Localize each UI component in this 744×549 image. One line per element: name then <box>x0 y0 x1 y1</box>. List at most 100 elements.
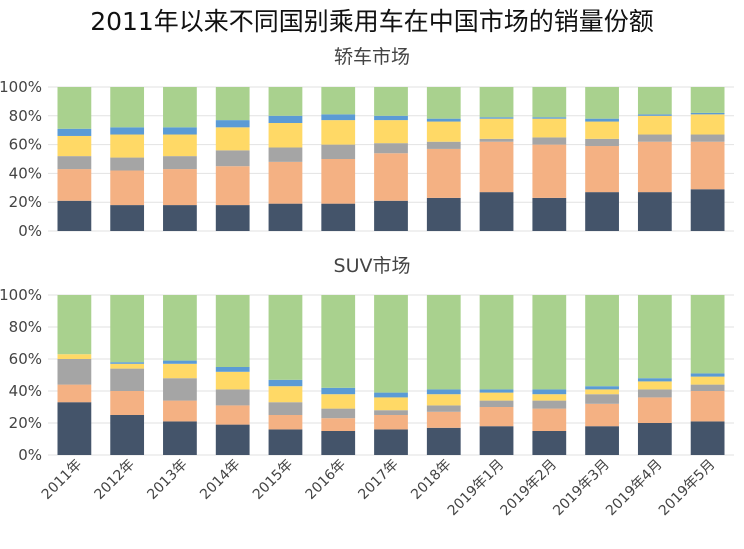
bar-segment <box>57 128 92 136</box>
bar-segment <box>163 134 197 157</box>
bar-segment <box>57 169 92 201</box>
bar-segment <box>426 405 461 412</box>
y-tick-label: 60% <box>9 350 42 368</box>
bar-segment <box>268 87 303 116</box>
bar-segment <box>57 135 92 157</box>
bar-segment <box>321 144 356 159</box>
bar-segment <box>479 426 514 455</box>
bar-segment <box>374 295 408 393</box>
bar-segment <box>268 386 303 403</box>
bar-segment <box>163 400 197 422</box>
bar-segment <box>637 114 672 116</box>
x-tick-label: 2016年 <box>303 457 349 503</box>
bar-segment <box>374 410 408 415</box>
y-tick-label: 80% <box>9 318 42 336</box>
bar-segment <box>426 87 461 119</box>
bar-segment <box>57 87 92 129</box>
bar-segment <box>479 400 514 407</box>
bar-segment <box>268 123 303 148</box>
panel-title: SUV市场 <box>334 255 411 277</box>
bar-segment <box>321 114 356 121</box>
y-tick-label: 0% <box>18 446 42 464</box>
bar-segment <box>426 394 461 406</box>
bar-segment <box>215 166 250 206</box>
bar-segment <box>268 429 303 455</box>
x-tick-label: 2019年4月 <box>603 457 666 520</box>
bar-segment <box>585 295 619 387</box>
x-tick-label: 2018年 <box>408 457 454 503</box>
bar-segment <box>690 391 725 422</box>
bar-segment <box>215 205 250 231</box>
bar-segment <box>585 118 619 122</box>
bar-segment <box>163 205 197 231</box>
bar-segment <box>637 115 672 135</box>
bar-segment <box>215 389 250 406</box>
bar-segment <box>57 295 92 355</box>
bar-segment <box>585 403 619 427</box>
bar-segment <box>637 141 672 193</box>
bar-segment <box>163 127 197 135</box>
bar-segment <box>532 408 567 431</box>
bar-segment <box>585 138 619 147</box>
bar-segment <box>268 379 303 387</box>
bar-segment <box>163 363 197 379</box>
y-tick-label: 40% <box>9 382 42 400</box>
bar-segment <box>374 87 408 116</box>
bar-segment <box>585 121 619 139</box>
x-tick-label: 2014年 <box>197 457 243 503</box>
bar-segment <box>532 137 567 145</box>
bar-segment <box>637 397 672 423</box>
x-tick-label: 2019年5月 <box>656 457 719 520</box>
chart-title: 2011年以来不同国别乘用车在中国市场的销量份额 <box>90 7 654 36</box>
bar-segment <box>110 127 145 135</box>
bar-segment <box>110 295 145 363</box>
bar-segment <box>532 400 567 409</box>
bar-segment <box>163 421 197 455</box>
bar-segment <box>426 197 461 231</box>
bar-segment <box>268 295 303 380</box>
bar-segment <box>532 295 567 390</box>
bar-segment <box>637 295 672 379</box>
bar-segment <box>690 141 725 190</box>
bar-segment <box>110 170 145 206</box>
bar-segment <box>479 118 514 139</box>
bar-segment <box>426 411 461 428</box>
bar-segment <box>585 426 619 455</box>
bar-segment <box>110 157 145 171</box>
bar-segment <box>374 120 408 144</box>
bar-segment <box>690 384 725 391</box>
bar-segment <box>479 192 514 231</box>
bar-segment <box>479 87 514 118</box>
bar-segment <box>690 189 725 231</box>
bar-segment <box>110 205 145 231</box>
bar-segment <box>585 146 619 193</box>
bar-segment <box>57 354 92 359</box>
bar-segment <box>321 295 356 388</box>
bar-segment <box>57 359 92 385</box>
x-tick-label: 2019年2月 <box>498 457 561 520</box>
bar-segment <box>637 87 672 115</box>
bar-segment <box>690 114 725 135</box>
bar-segment <box>57 402 92 455</box>
x-tick-label: 2011年 <box>39 457 85 503</box>
bar-segment <box>479 392 514 401</box>
sedan-market-panel: 轿车市场 0% 20% 40% 60% 80% 100% <box>0 46 734 240</box>
bar-segment <box>426 427 461 455</box>
bar-segment <box>163 378 197 401</box>
bar-segment <box>268 161 303 204</box>
bar-segment <box>268 203 303 231</box>
bar-segment <box>215 295 250 367</box>
y-tick-label: 100% <box>0 286 42 304</box>
x-tick-label: 2015年 <box>250 457 296 503</box>
bar-segment <box>637 378 672 382</box>
bar-segment <box>110 391 145 415</box>
bar-segment <box>426 141 461 149</box>
bar-segment <box>426 389 461 395</box>
bar-segment <box>585 389 619 395</box>
bar-segment <box>374 397 408 411</box>
bar-segment <box>163 169 197 206</box>
x-tick-label: 2019年3月 <box>550 457 613 520</box>
bar-segment <box>321 203 356 231</box>
